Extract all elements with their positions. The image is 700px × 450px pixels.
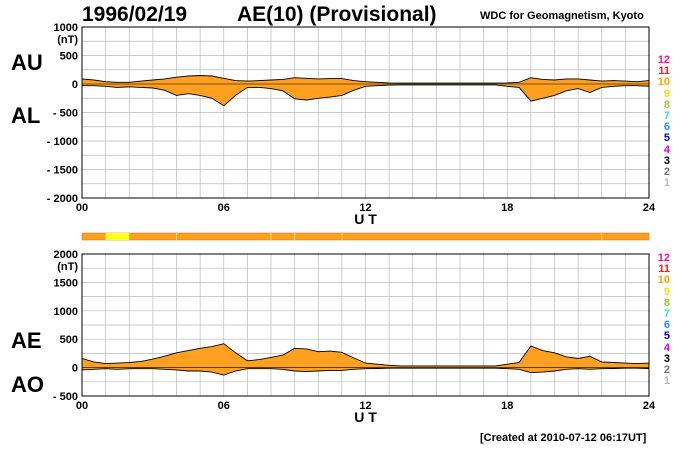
panel1-ytick-label: - 1500 <box>47 165 78 177</box>
legend-item-11: 11 <box>658 65 670 78</box>
legend-item-6: 6 <box>663 121 670 134</box>
legend-item-7: 7 <box>663 110 670 123</box>
panel1-xtick-label: 24 <box>643 202 656 214</box>
panel1-frame <box>81 26 650 199</box>
panel1-xtick-label: 00 <box>76 202 88 214</box>
legend-item-4: 4 <box>663 143 670 156</box>
panel1-unit-label: (nT) <box>57 34 78 46</box>
panel2-upper-line <box>81 343 650 367</box>
panel1-ytick-label: 1000 <box>54 22 78 34</box>
legend-item-9: 9 <box>663 87 670 100</box>
status-bar-highlight <box>105 233 130 240</box>
panel1-upper-line <box>81 75 650 84</box>
legend-item-3: 3 <box>663 352 670 365</box>
status-bar <box>81 232 650 241</box>
legend-item-1: 1 <box>663 375 670 388</box>
legend-item-5: 5 <box>663 330 670 343</box>
created-timestamp: [Created at 2010-07-12 06:17UT] <box>480 432 647 444</box>
panel1-xtick-label: 18 <box>501 202 513 214</box>
panel2-xaxis-title: U T <box>354 409 377 425</box>
panel2-frame <box>81 253 650 397</box>
ao-label: AO <box>11 372 44 397</box>
panel2-xtick-label: 12 <box>359 400 371 412</box>
panel2-ytick-label: 1500 <box>54 277 78 289</box>
panel1-xtick-label: 06 <box>218 202 230 214</box>
legend-item-1: 1 <box>663 177 670 190</box>
panel2-unit-label: (nT) <box>57 261 78 273</box>
data-source: WDC for Geomagnetism, Kyoto <box>480 10 644 22</box>
legend-item-12: 12 <box>657 54 670 66</box>
ae-label: AE <box>11 328 42 353</box>
panel1-ytick-label: - 2000 <box>47 193 78 205</box>
panel2-xtick-label: 06 <box>218 400 230 412</box>
panel2-lower-line <box>81 367 650 376</box>
legend-item-2: 2 <box>663 364 670 377</box>
legend-item-9: 9 <box>663 285 670 298</box>
panel1-ytick-label: - 500 <box>53 108 78 120</box>
au-label: AU <box>11 50 43 75</box>
panel2-ytick-label: 500 <box>60 334 78 346</box>
legend-item-11: 11 <box>658 263 670 276</box>
panel1-xtick-label: 12 <box>359 202 371 214</box>
legend-item-8: 8 <box>663 98 670 111</box>
legend-item-10: 10 <box>657 274 670 287</box>
panel2-ytick-label: - 500 <box>53 391 78 403</box>
panel1-ytick-label: - 1000 <box>47 136 78 148</box>
legend-item-2: 2 <box>663 166 670 179</box>
chart-title: AE(10) (Provisional) <box>237 3 437 26</box>
panel2-ytick-label: 2000 <box>54 249 78 261</box>
legend-item-5: 5 <box>663 132 670 145</box>
panel2-ytick-label: 0 <box>72 363 78 375</box>
panel1-ytick-label: 0 <box>72 79 78 91</box>
legend-item-7: 7 <box>663 308 670 321</box>
legend-item-12: 12 <box>657 252 670 264</box>
panel2-xtick-label: 00 <box>76 400 88 412</box>
panel2-ytick-label: 1000 <box>54 306 78 318</box>
legend-item-8: 8 <box>663 296 670 309</box>
panel2-xtick-label: 18 <box>501 400 513 412</box>
panel2-area <box>82 343 649 375</box>
legend-item-4: 4 <box>663 341 670 354</box>
panel1-xaxis-title: U T <box>354 211 377 227</box>
chart-date: 1996/02/19 <box>82 3 188 26</box>
legend-item-10: 10 <box>657 76 670 89</box>
panel2-xtick-label: 24 <box>643 400 656 412</box>
al-label: AL <box>11 103 41 128</box>
legend-top: 12 11 10 9 8 7 6 5 4 3 2 1 <box>650 54 670 190</box>
legend-bottom: 12 11 10 9 8 7 6 5 4 3 2 1 <box>650 252 670 388</box>
legend-item-3: 3 <box>663 154 670 167</box>
panel1-ytick-label: 500 <box>60 51 78 63</box>
legend-item-6: 6 <box>663 319 670 332</box>
panel1-lower-line <box>82 84 650 107</box>
